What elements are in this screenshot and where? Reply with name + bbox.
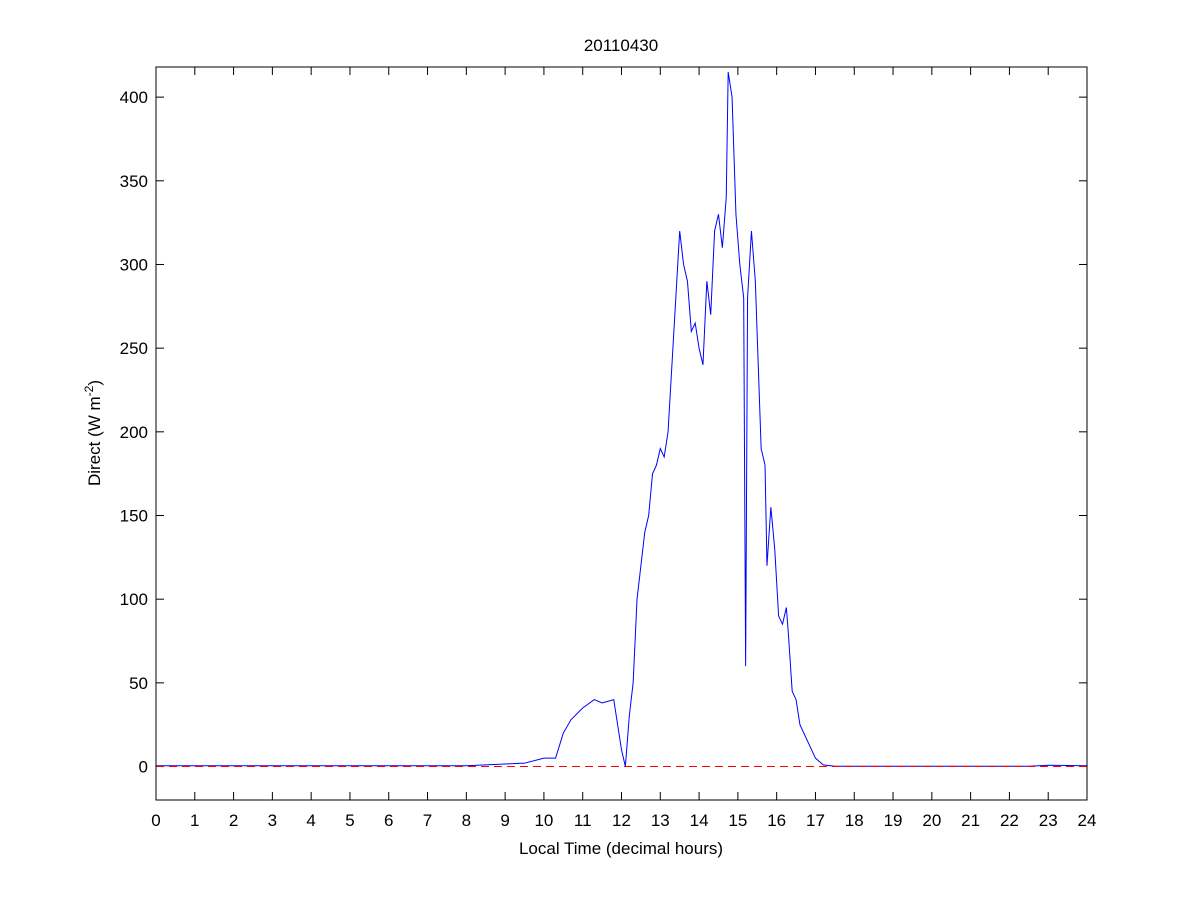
x-tick-label: 14 <box>690 811 709 830</box>
x-tick-label: 1 <box>190 811 199 830</box>
x-tick-label: 7 <box>423 811 432 830</box>
y-tick-label: 0 <box>139 758 148 777</box>
x-tick-label: 5 <box>345 811 354 830</box>
x-tick-label: 23 <box>1039 811 1058 830</box>
y-axis-label-sup: -2 <box>82 385 96 396</box>
plot-frame <box>155 66 1088 801</box>
x-tick-label: 17 <box>806 811 825 830</box>
x-tick-label: 18 <box>845 811 864 830</box>
x-tick-label: 15 <box>728 811 747 830</box>
y-tick-label: 400 <box>120 88 148 107</box>
x-tick-label: 2 <box>229 811 238 830</box>
y-tick-label: 100 <box>120 590 148 609</box>
x-tick-label: 19 <box>884 811 903 830</box>
x-tick-label: 20 <box>922 811 941 830</box>
x-tick-label: 4 <box>306 811 315 830</box>
y-tick-label: 300 <box>120 255 148 274</box>
y-axis-label-main: Direct (W m <box>85 396 104 486</box>
x-tick-label: 13 <box>651 811 670 830</box>
x-tick-label: 9 <box>500 811 509 830</box>
y-axis-label-end: ) <box>85 380 104 386</box>
y-tick-label: 350 <box>120 172 148 191</box>
plot-area <box>156 67 1087 800</box>
x-tick-label: 16 <box>767 811 786 830</box>
y-tick-label: 250 <box>120 339 148 358</box>
x-tick-label: 10 <box>534 811 553 830</box>
x-tick-label: 8 <box>462 811 471 830</box>
y-tick-label: 150 <box>120 507 148 526</box>
y-tick-label: 50 <box>129 674 148 693</box>
x-tick-label: 24 <box>1078 811 1097 830</box>
series-line <box>156 71 1088 767</box>
x-tick-label: 22 <box>1000 811 1019 830</box>
x-tick-label: 21 <box>961 811 980 830</box>
y-tick-label: 200 <box>120 423 148 442</box>
x-axis-label: Local Time (decimal hours) <box>519 839 723 858</box>
x-tick-label: 11 <box>574 811 592 830</box>
chart-title: 20110430 <box>584 36 658 55</box>
x-tick-label: 3 <box>268 811 277 830</box>
y-axis-label: Direct (W m-2) <box>82 380 104 486</box>
x-tick-label: 12 <box>612 811 631 830</box>
x-tick-label: 0 <box>151 811 160 830</box>
x-tick-label: 6 <box>384 811 393 830</box>
